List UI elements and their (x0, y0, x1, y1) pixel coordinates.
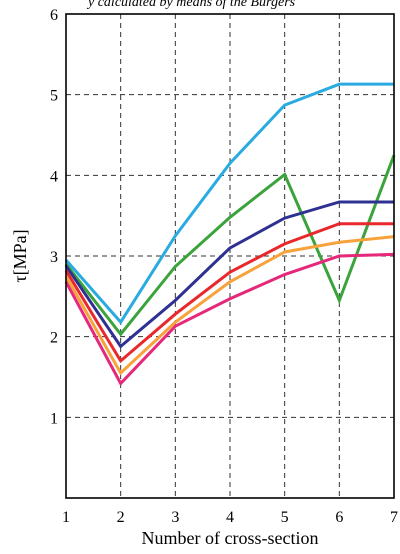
y-tick-label: 3 (50, 249, 58, 266)
y-tick-label: 4 (50, 168, 58, 185)
series-line-1 (64, 82, 394, 325)
x-tick-label: 2 (117, 509, 125, 526)
x-tick-label: 1 (62, 509, 70, 526)
series-line-2 (64, 154, 396, 337)
caption-fragment: y calculated by means of the Burgers (86, 0, 296, 10)
x-tick-label: 4 (226, 509, 234, 526)
y-axis-title: τ[MPa] (10, 229, 30, 282)
x-tick-label: 3 (171, 509, 179, 526)
y-tick-label: 2 (50, 330, 58, 347)
series-line-5 (64, 235, 395, 376)
y-tick-labels: 1 2 3 4 5 6 (50, 7, 58, 427)
x-tick-labels: 1 2 3 4 5 6 7 (62, 509, 398, 526)
series-line-3 (64, 200, 394, 349)
series-line-4 (64, 222, 394, 364)
y-tick-label: 5 (50, 88, 58, 105)
x-axis-title: Number of cross-section (142, 528, 319, 548)
x-tick-label: 6 (335, 509, 343, 526)
x-tick-label: 7 (390, 509, 398, 526)
series-line-6 (64, 252, 395, 386)
x-tick-label: 5 (281, 509, 289, 526)
series-group (64, 82, 396, 386)
y-tick-label: 1 (50, 410, 58, 427)
y-tick-label: 6 (50, 7, 58, 24)
plot-frame (65, 13, 395, 499)
grid (66, 14, 394, 498)
